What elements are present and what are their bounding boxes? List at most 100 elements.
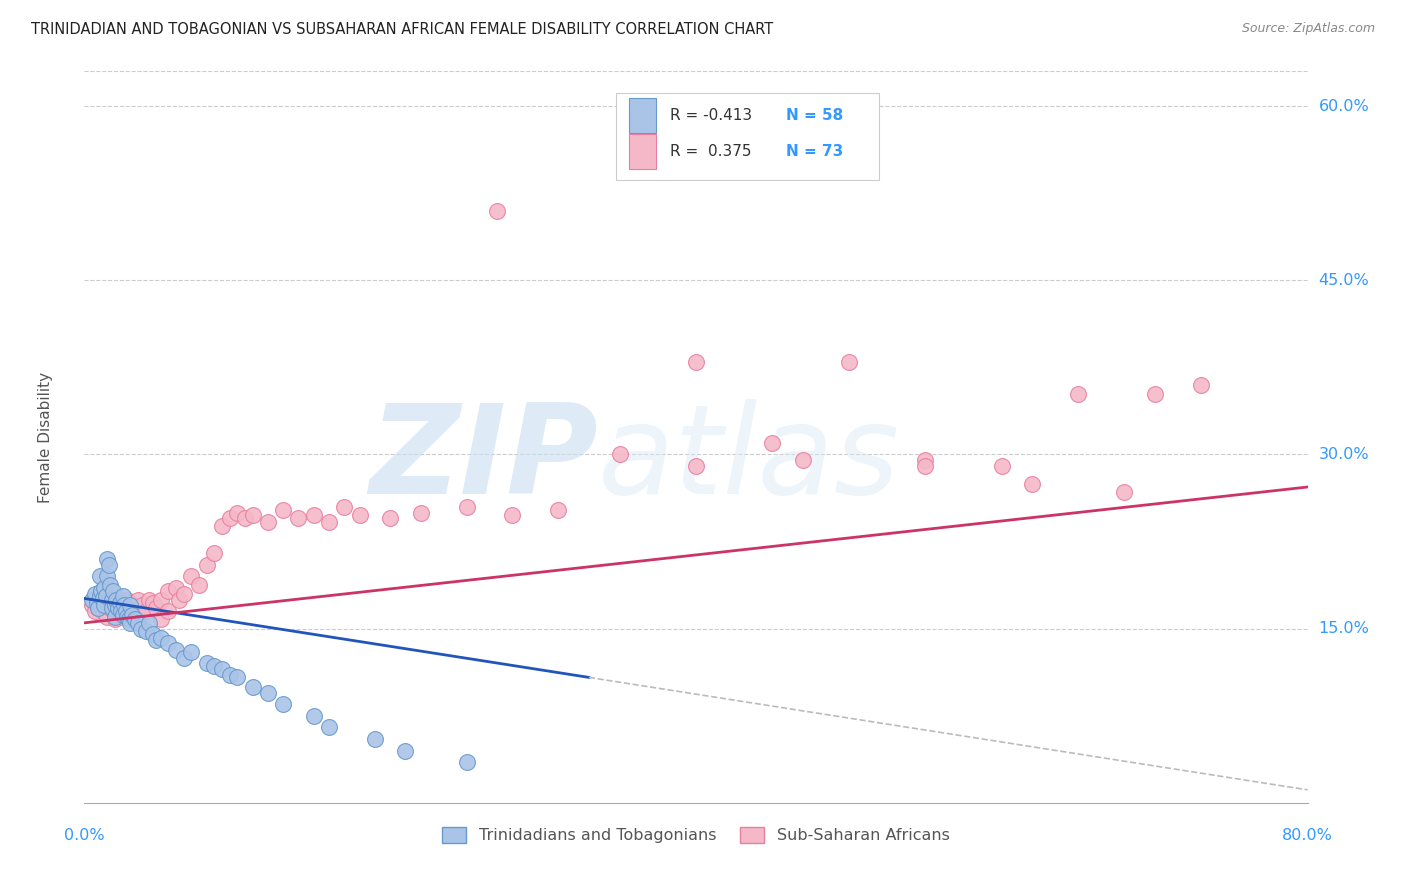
- Point: [96, 604, 118, 618]
- Point: [101, 592, 124, 607]
- Text: TRINIDADIAN AND TOBAGONIAN VS SUBSAHARAN AFRICAN FEMALE DISABILITY CORRELATION C: TRINIDADIAN AND TOBAGONIAN VS SUBSAHARAN…: [31, 22, 773, 37]
- Text: 45.0%: 45.0%: [1319, 273, 1369, 288]
- Point: [195, 558, 218, 572]
- Point: [157, 604, 180, 618]
- Point: [80, 592, 103, 607]
- Point: [257, 685, 280, 699]
- Point: [145, 633, 167, 648]
- Point: [135, 604, 157, 618]
- Point: [149, 631, 172, 645]
- Point: [89, 569, 111, 583]
- FancyBboxPatch shape: [628, 135, 655, 169]
- Point: [685, 459, 707, 474]
- Point: [115, 610, 138, 624]
- Point: [226, 506, 249, 520]
- Point: [165, 642, 187, 657]
- Point: [111, 589, 134, 603]
- Point: [135, 624, 157, 638]
- FancyBboxPatch shape: [628, 98, 655, 133]
- Point: [792, 453, 814, 467]
- Point: [157, 584, 180, 599]
- Point: [145, 600, 167, 615]
- Point: [107, 596, 129, 610]
- Point: [91, 591, 114, 606]
- Point: [761, 436, 783, 450]
- Point: [104, 612, 127, 626]
- Point: [685, 354, 707, 368]
- Point: [98, 600, 121, 615]
- Point: [114, 604, 136, 618]
- Point: [122, 610, 145, 624]
- Point: [142, 596, 165, 610]
- Point: [87, 600, 110, 615]
- Point: [86, 596, 108, 610]
- Point: [349, 508, 371, 522]
- Point: [93, 599, 115, 613]
- Point: [502, 508, 524, 522]
- Point: [1021, 476, 1043, 491]
- Point: [84, 604, 107, 618]
- Text: N = 73: N = 73: [786, 145, 844, 160]
- Legend: Trinidadians and Tobagonians, Sub-Saharan Africans: Trinidadians and Tobagonians, Sub-Sahara…: [436, 821, 956, 850]
- Point: [104, 600, 127, 615]
- Point: [180, 569, 202, 583]
- Text: 0.0%: 0.0%: [65, 828, 104, 843]
- Point: [914, 453, 936, 467]
- Text: 30.0%: 30.0%: [1319, 447, 1369, 462]
- Point: [142, 627, 165, 641]
- Point: [180, 645, 202, 659]
- Point: [93, 581, 115, 595]
- Text: ZIP: ZIP: [370, 399, 598, 519]
- Point: [226, 670, 249, 684]
- Point: [165, 581, 187, 595]
- Point: [120, 596, 142, 610]
- Point: [409, 506, 432, 520]
- Point: [364, 731, 387, 746]
- Point: [115, 592, 138, 607]
- Point: [991, 459, 1014, 474]
- Point: [104, 610, 127, 624]
- Point: [233, 511, 256, 525]
- Point: [89, 596, 111, 610]
- Point: [131, 599, 153, 613]
- Point: [242, 680, 264, 694]
- Point: [96, 569, 118, 583]
- Point: [94, 589, 117, 603]
- Point: [93, 592, 115, 607]
- Point: [257, 515, 280, 529]
- Point: [111, 610, 134, 624]
- Point: [112, 599, 135, 613]
- FancyBboxPatch shape: [616, 94, 880, 179]
- Point: [218, 511, 240, 525]
- Point: [89, 589, 111, 603]
- Text: 60.0%: 60.0%: [1319, 99, 1369, 113]
- Point: [318, 515, 340, 529]
- Text: atlas: atlas: [598, 399, 900, 519]
- Point: [105, 592, 128, 607]
- Point: [120, 615, 142, 630]
- Point: [110, 604, 132, 618]
- Point: [90, 584, 112, 599]
- Point: [195, 657, 218, 671]
- Point: [96, 610, 118, 624]
- Point: [302, 708, 325, 723]
- Point: [120, 604, 142, 618]
- Point: [188, 577, 211, 591]
- Point: [108, 596, 131, 610]
- Point: [107, 600, 129, 615]
- Point: [111, 592, 134, 607]
- Point: [333, 500, 356, 514]
- Point: [218, 668, 240, 682]
- Point: [394, 743, 416, 757]
- Text: 80.0%: 80.0%: [1282, 828, 1333, 843]
- Point: [456, 755, 478, 769]
- Text: N = 58: N = 58: [786, 108, 844, 123]
- Point: [456, 500, 478, 514]
- Point: [103, 584, 125, 599]
- Point: [167, 592, 190, 607]
- Point: [211, 662, 233, 676]
- Point: [96, 552, 118, 566]
- Text: R = -0.413: R = -0.413: [671, 108, 752, 123]
- Point: [318, 720, 340, 734]
- Point: [173, 650, 195, 665]
